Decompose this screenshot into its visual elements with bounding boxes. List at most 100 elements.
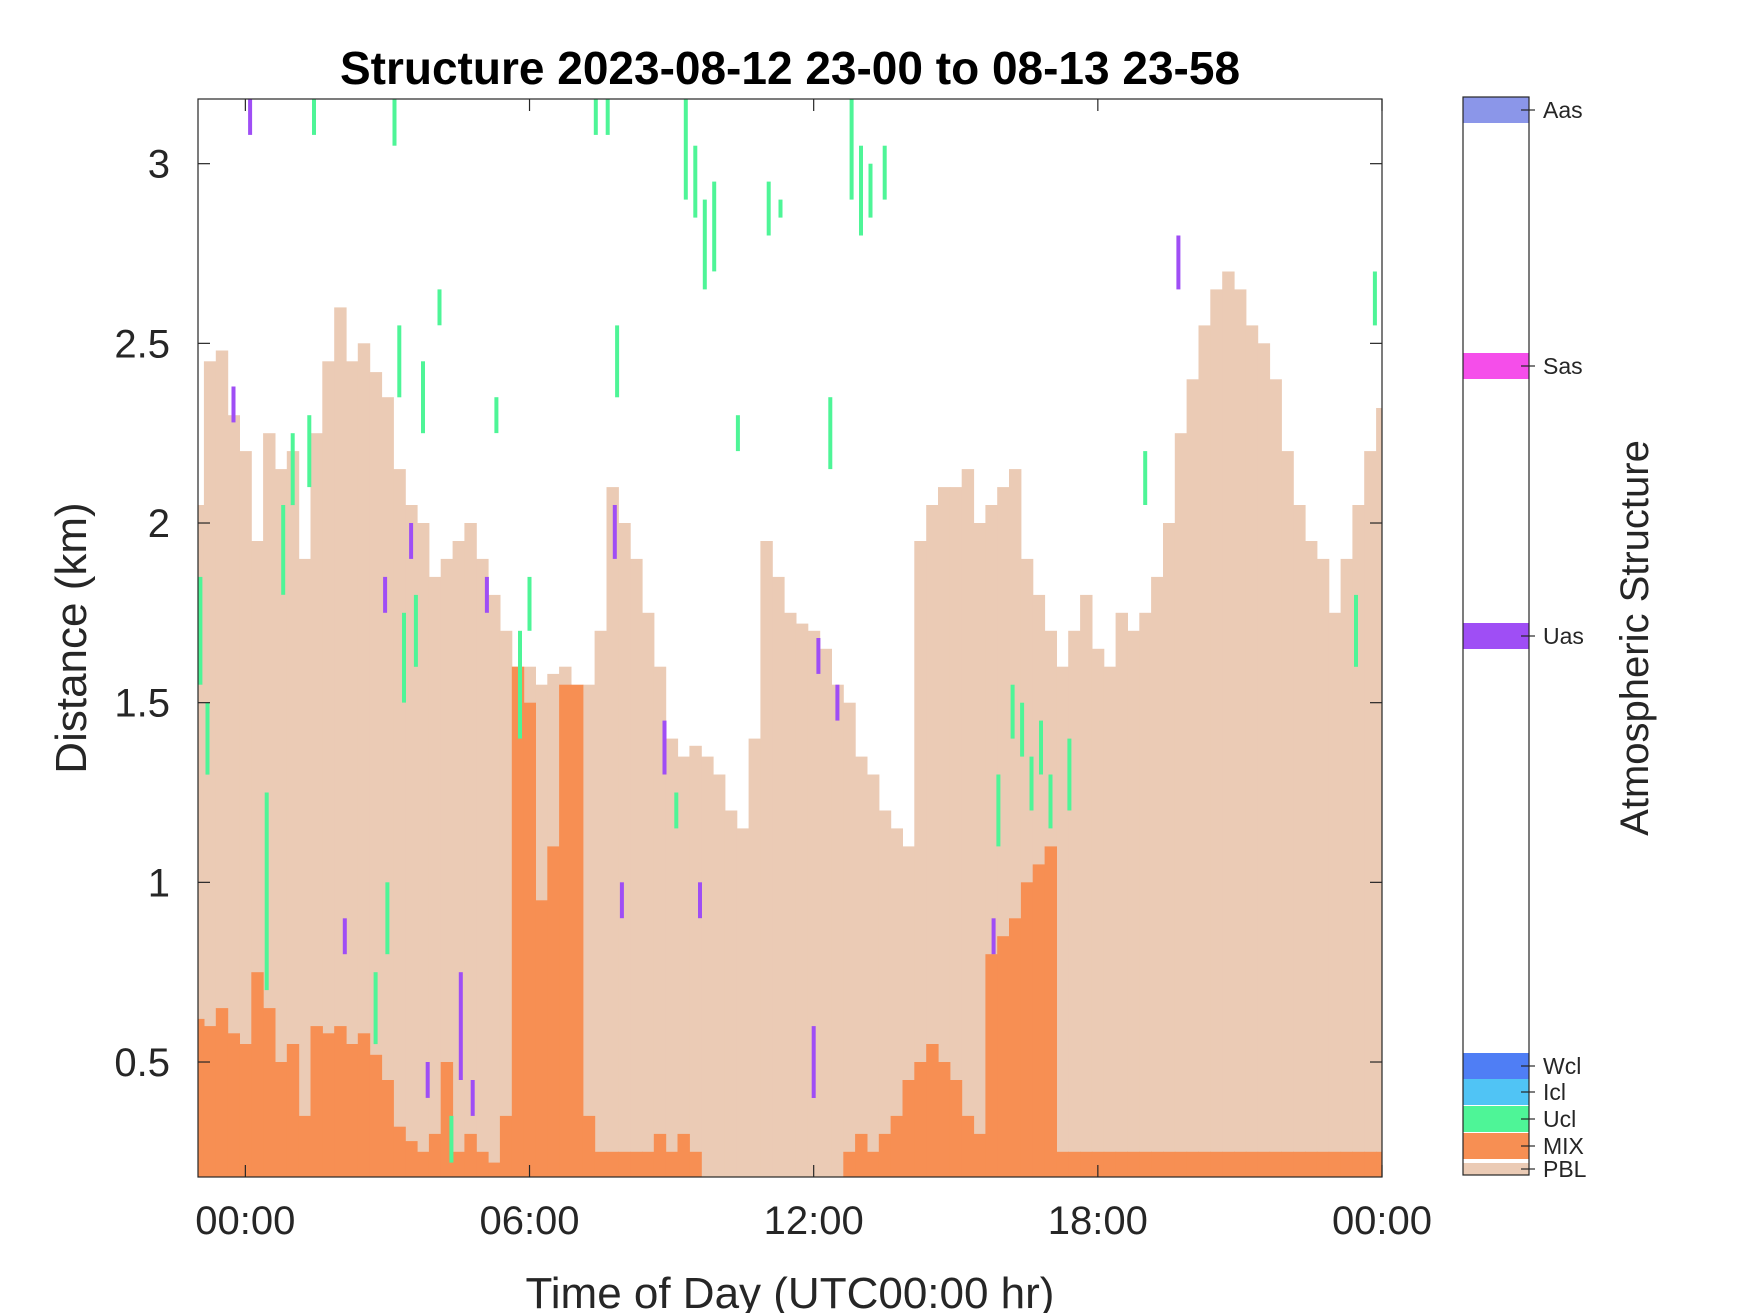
mix-column — [1020, 882, 1034, 1177]
mix-column — [1091, 1151, 1105, 1177]
uas-segment — [816, 638, 821, 674]
colorbar-tick-label: Uas — [1543, 623, 1584, 649]
pbl-column — [1139, 612, 1152, 1177]
pbl-column — [606, 487, 619, 1177]
mix-column — [476, 1151, 489, 1177]
mix-column — [1210, 1151, 1223, 1177]
mix-column — [582, 1115, 596, 1177]
mix-column — [275, 1062, 288, 1177]
pbl-column — [949, 487, 963, 1177]
pbl-column — [642, 612, 655, 1177]
ucl-segment — [1143, 451, 1148, 505]
ucl-segment — [849, 99, 854, 200]
mix-column — [914, 1062, 927, 1177]
pbl-column — [1103, 666, 1117, 1177]
pbl-column — [369, 372, 383, 1177]
pbl-column — [215, 350, 229, 1177]
mix-column — [511, 666, 525, 1177]
pbl-column — [938, 487, 951, 1177]
colorbar-swatch-uas — [1463, 623, 1529, 649]
uas-segment — [342, 918, 347, 955]
mix-column — [606, 1151, 619, 1177]
y-tick-label: 2 — [148, 502, 170, 546]
pbl-column — [594, 630, 607, 1177]
pbl-column — [393, 469, 406, 1177]
ucl-segment — [307, 415, 312, 488]
ucl-segment — [1067, 738, 1072, 811]
pbl-column — [1210, 289, 1223, 1177]
mix-column — [1364, 1151, 1377, 1177]
chart-title: Structure 2023-08-12 23-00 to 08-13 23-5… — [340, 42, 1240, 94]
colorbar-tick-label: Icl — [1543, 1079, 1566, 1105]
mix-column — [867, 1151, 880, 1177]
pbl-column — [582, 684, 596, 1177]
uas-segment — [484, 576, 489, 613]
pbl-column — [357, 343, 371, 1177]
colorbar-swatch-wcl — [1463, 1053, 1529, 1079]
uas-segment — [409, 523, 414, 559]
uas-segment — [248, 99, 253, 135]
pbl-column — [961, 469, 975, 1177]
pbl-column — [1163, 523, 1176, 1177]
mix-column — [1056, 1151, 1069, 1177]
pbl-column — [795, 623, 809, 1177]
mix-column — [1281, 1151, 1294, 1177]
mix-column — [843, 1151, 856, 1177]
pbl-column — [724, 810, 738, 1177]
ucl-segment — [527, 576, 532, 631]
structure-layers — [198, 99, 1382, 1177]
mix-column — [535, 900, 548, 1177]
ucl-segment — [683, 99, 688, 200]
ucl-segment — [778, 199, 783, 218]
pbl-column — [310, 433, 323, 1177]
mix-column — [938, 1062, 951, 1177]
uas-segment — [231, 386, 236, 423]
mix-column — [1127, 1151, 1140, 1177]
ucl-segment — [385, 882, 390, 955]
series-uas — [231, 99, 1181, 1116]
y-tick-label: 2.5 — [114, 322, 170, 366]
plot-frame — [197, 98, 1383, 1178]
mix-column — [1103, 1151, 1117, 1177]
pbl-column — [346, 361, 359, 1177]
pbl-column — [239, 451, 252, 1177]
ucl-segment — [868, 163, 873, 218]
series-mix — [198, 666, 1382, 1177]
pbl-column — [665, 738, 679, 1177]
mix-column — [1269, 1151, 1282, 1177]
pbl-column — [1127, 630, 1140, 1177]
mix-column — [571, 684, 584, 1177]
uas-segment — [383, 576, 388, 613]
ucl-segment — [1010, 684, 1015, 739]
mix-column — [1009, 918, 1022, 1177]
ucl-segment — [281, 505, 286, 595]
y-tick-label: 1.5 — [114, 682, 170, 726]
mix-column — [464, 1133, 477, 1177]
pbl-column — [275, 469, 288, 1177]
mix-column — [1115, 1151, 1128, 1177]
colorbar-tick-label: Ucl — [1543, 1106, 1576, 1132]
pbl-column — [1328, 612, 1342, 1177]
pbl-column — [748, 738, 761, 1177]
colorbar-swatch-icl — [1463, 1079, 1529, 1105]
pbl-column — [784, 612, 797, 1177]
pbl-column — [819, 648, 832, 1177]
ucl-segment — [702, 199, 707, 290]
y-axis: 0.5 1 1.5 2 2.5 3 — [114, 143, 1382, 1085]
mix-column — [286, 1044, 300, 1177]
ucl-segment — [518, 630, 522, 739]
pbl-column — [1222, 271, 1235, 1177]
mix-column — [203, 1026, 217, 1177]
colorbar-swatch-pbl — [1463, 1163, 1529, 1175]
ucl-segment — [693, 145, 698, 218]
mix-column — [239, 1044, 252, 1177]
mix-column — [630, 1151, 643, 1177]
pbl-column — [878, 810, 892, 1177]
ucl-segment — [290, 433, 295, 506]
pbl-column — [381, 397, 394, 1177]
y-tick-label: 1 — [148, 861, 170, 905]
pbl-column — [1316, 558, 1330, 1177]
pbl-column — [772, 576, 785, 1177]
